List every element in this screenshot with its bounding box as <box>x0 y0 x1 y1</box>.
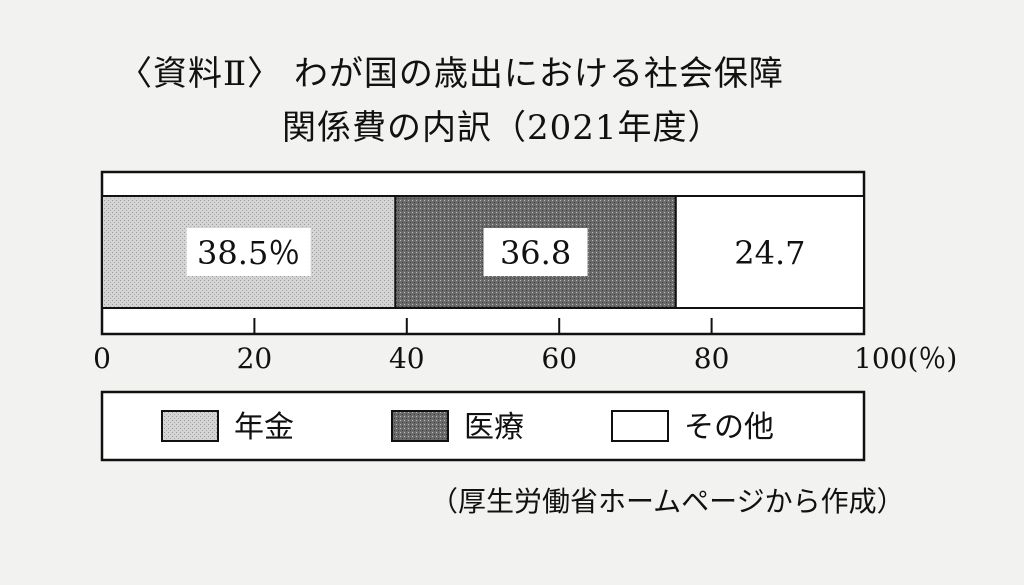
data-label-box-medical <box>483 228 588 276</box>
tick-label-20: 20 <box>237 342 273 375</box>
data-label-pension: 38.5％ <box>197 234 300 272</box>
legend-swatch-pension <box>161 410 219 442</box>
axis-tick-labels: 0 20 40 60 80 100(％) <box>93 342 957 375</box>
data-label-medical: 36.8 <box>500 234 571 272</box>
chart-title-line1: 〈資料Ⅱ〉 わが国の歳出における社会保障 <box>118 54 784 94</box>
bar-segments <box>101 195 866 309</box>
legend-swatch-medical <box>391 410 449 442</box>
legend: 年金 医療 その他 <box>161 410 774 445</box>
legend-label-medical: 医療 <box>464 410 524 445</box>
legend-label-other: その他 <box>684 410 774 445</box>
tick-label-60: 60 <box>541 342 577 375</box>
data-label-other: 24.7 <box>734 234 805 272</box>
axis-ticks <box>253 318 713 334</box>
bar-segment-other <box>674 195 866 309</box>
legend-frame <box>100 390 866 462</box>
data-labels: 38.5％ 36.8 24.7 <box>186 228 806 276</box>
chart-title-line2: 関係費の内訳（2021年度） <box>282 108 723 148</box>
tick-label-80: 80 <box>694 342 730 375</box>
data-label-box-pension <box>186 228 311 276</box>
legend-label-pension: 年金 <box>234 410 294 445</box>
tick-label-0: 0 <box>93 342 111 375</box>
source-note: （厚生労働省ホームページから作成） <box>430 485 905 518</box>
tick-label-100: 100(％) <box>854 342 957 375</box>
legend-swatch-other <box>611 410 669 442</box>
tick-label-40: 40 <box>389 342 425 375</box>
